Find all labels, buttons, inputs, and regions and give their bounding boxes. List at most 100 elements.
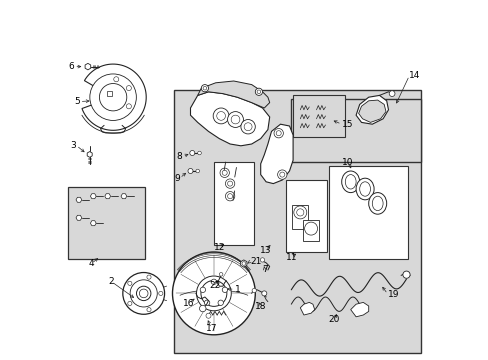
Circle shape <box>126 104 131 109</box>
Circle shape <box>219 273 223 276</box>
Circle shape <box>227 181 232 186</box>
Circle shape <box>220 168 229 177</box>
Circle shape <box>296 209 303 216</box>
Circle shape <box>222 170 227 175</box>
Bar <box>292 205 307 229</box>
Text: 22: 22 <box>209 281 220 289</box>
Circle shape <box>127 281 132 285</box>
Text: 2: 2 <box>108 277 114 286</box>
Bar <box>213 162 253 245</box>
Circle shape <box>293 206 306 219</box>
Circle shape <box>227 194 232 199</box>
Polygon shape <box>300 302 314 315</box>
Circle shape <box>222 287 227 293</box>
Circle shape <box>199 305 205 312</box>
Bar <box>328 166 407 259</box>
Polygon shape <box>260 124 292 184</box>
Polygon shape <box>355 95 387 124</box>
Circle shape <box>146 307 151 312</box>
Circle shape <box>126 86 131 91</box>
Circle shape <box>99 84 126 111</box>
Text: 4: 4 <box>88 259 94 268</box>
Circle shape <box>130 280 157 307</box>
Text: 10: 10 <box>342 158 353 167</box>
Polygon shape <box>350 302 368 317</box>
Text: 5: 5 <box>74 97 80 106</box>
Circle shape <box>196 169 199 173</box>
Circle shape <box>127 301 132 306</box>
Bar <box>106 91 112 96</box>
Circle shape <box>203 86 206 90</box>
Circle shape <box>122 273 164 314</box>
Text: 14: 14 <box>408 71 420 80</box>
Bar <box>292 95 345 137</box>
Circle shape <box>257 90 260 94</box>
Circle shape <box>189 150 194 156</box>
Circle shape <box>279 172 284 177</box>
Circle shape <box>197 151 201 155</box>
Circle shape <box>242 262 245 265</box>
Text: 9: 9 <box>174 174 179 183</box>
Text: 3: 3 <box>70 141 76 150</box>
Circle shape <box>241 120 255 134</box>
Text: 20: 20 <box>327 315 339 324</box>
Text: 7: 7 <box>261 265 267 274</box>
Circle shape <box>146 275 151 279</box>
Circle shape <box>304 222 317 235</box>
Ellipse shape <box>355 178 373 200</box>
Circle shape <box>211 279 216 284</box>
Polygon shape <box>358 100 385 122</box>
Circle shape <box>231 115 240 124</box>
Circle shape <box>255 88 262 95</box>
Circle shape <box>260 258 264 262</box>
Text: 8: 8 <box>177 152 182 161</box>
Text: 15: 15 <box>341 120 352 129</box>
Text: 6: 6 <box>68 62 74 71</box>
Circle shape <box>227 112 243 127</box>
Bar <box>68 187 145 259</box>
Circle shape <box>225 179 234 188</box>
Text: 16: 16 <box>183 299 194 307</box>
Circle shape <box>276 131 281 136</box>
Ellipse shape <box>359 182 370 196</box>
Circle shape <box>216 112 225 120</box>
Bar <box>285 180 326 252</box>
Ellipse shape <box>371 196 382 211</box>
Circle shape <box>261 291 266 296</box>
Circle shape <box>187 168 193 174</box>
Circle shape <box>201 85 208 92</box>
Circle shape <box>273 129 283 138</box>
Polygon shape <box>190 92 269 146</box>
Circle shape <box>244 123 251 131</box>
Polygon shape <box>197 81 269 108</box>
Bar <box>291 99 420 162</box>
Circle shape <box>251 288 256 293</box>
Circle shape <box>159 291 163 296</box>
Bar <box>174 90 420 353</box>
Ellipse shape <box>341 171 359 193</box>
Bar <box>303 220 318 241</box>
Text: 21: 21 <box>249 257 261 266</box>
Circle shape <box>139 289 148 298</box>
Text: 11: 11 <box>285 253 296 262</box>
Circle shape <box>200 287 205 293</box>
Text: 17: 17 <box>205 324 217 333</box>
Circle shape <box>90 74 136 121</box>
Circle shape <box>402 271 409 278</box>
Circle shape <box>201 280 226 306</box>
Circle shape <box>204 300 209 306</box>
Text: 18: 18 <box>254 302 265 311</box>
Ellipse shape <box>368 193 386 214</box>
Circle shape <box>114 77 119 82</box>
Circle shape <box>205 313 211 318</box>
Text: 12: 12 <box>213 243 224 252</box>
Polygon shape <box>82 64 146 130</box>
Circle shape <box>277 170 286 179</box>
Circle shape <box>213 108 228 124</box>
Circle shape <box>388 91 394 96</box>
Circle shape <box>218 300 223 306</box>
Text: 19: 19 <box>387 289 399 299</box>
Text: 13: 13 <box>259 246 270 255</box>
Text: 1: 1 <box>234 284 240 294</box>
Ellipse shape <box>345 175 355 189</box>
